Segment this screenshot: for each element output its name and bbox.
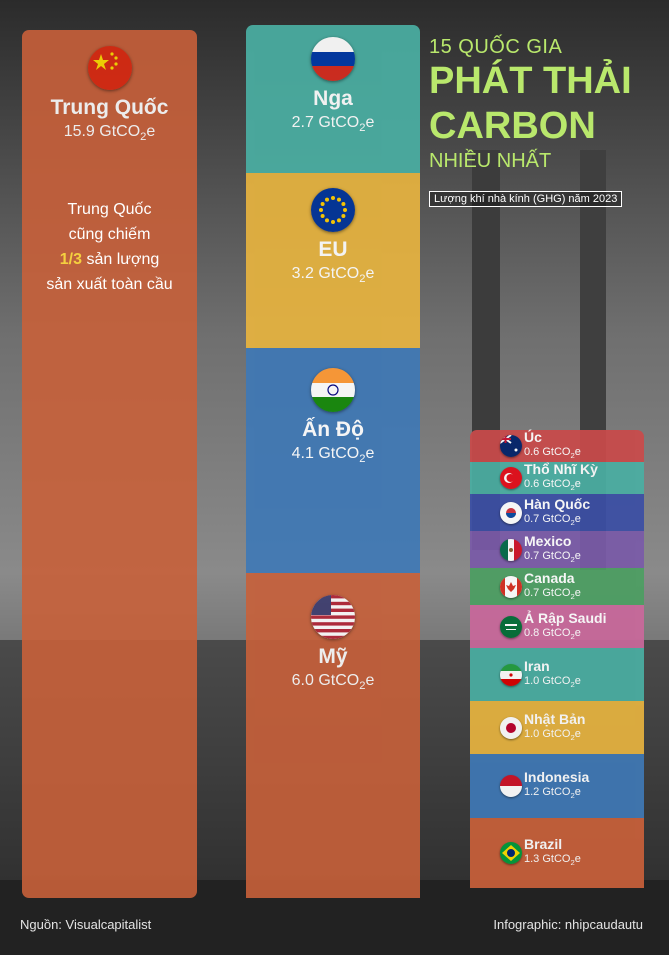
china-note-line-3: 1/3 sản lượng xyxy=(59,251,160,268)
small-country-value: 0.7 GtCO2e xyxy=(524,586,581,601)
small-country-value: 1.0 GtCO2e xyxy=(524,727,581,742)
russia-flag-icon xyxy=(311,37,355,81)
australia-flag-icon xyxy=(500,435,522,457)
eu-flag-icon xyxy=(311,188,355,232)
china-note-line-4: sản xuất toàn cầu xyxy=(46,276,173,293)
title-line-4: NHIỀU NHẤT xyxy=(429,150,552,172)
chart-subtitle: Lượng khí nhà kính (GHG) năm 2023 xyxy=(429,191,623,207)
usa-label: Mỹ 6.0 GtCO2e xyxy=(246,595,420,692)
title-line-3: CARBON xyxy=(429,105,596,147)
small-country-value: 0.8 GtCO2e xyxy=(524,626,581,641)
bar-usa: Mỹ 6.0 GtCO2e xyxy=(246,573,420,898)
russia-value: 2.7 GtCO2e xyxy=(291,114,375,135)
eu-label: EU 3.2 GtCO2e xyxy=(246,188,420,285)
canada-flag-icon xyxy=(500,575,522,598)
bar-australia: Úc 0.6 GtCO2e xyxy=(470,429,644,462)
china-note: Trung Quốc cũng chiếm 1/3 sản lượng sản … xyxy=(22,197,197,297)
small-country-value: 0.6 GtCO2e xyxy=(524,478,581,493)
small-country-value: 1.2 GtCO2e xyxy=(524,786,581,801)
bar-korea: Hàn Quốc 0.7 GtCO2e xyxy=(470,494,644,531)
bar-mexico: Mexico 0.7 GtCO2e xyxy=(470,531,644,568)
bar-india: Ấn Độ 4.1 GtCO2e xyxy=(246,348,420,573)
small-country-name: Iran xyxy=(524,657,550,674)
bar-russia: Nga 2.7 GtCO2e xyxy=(246,25,420,173)
china-note-highlight: 1/3 xyxy=(59,251,82,268)
bar-japan: Nhật Bản 1.0 GtCO2e xyxy=(470,701,644,754)
title-line-1: 15 QUỐC GIA xyxy=(429,36,563,58)
eu-value: 3.2 GtCO2e xyxy=(291,265,375,286)
bar-indonesia: Indonesia 1.2 GtCO2e xyxy=(470,754,644,818)
japan-flag-icon xyxy=(500,716,522,739)
credit-text: Infographic: nhipcaudautu xyxy=(493,917,643,932)
turkey-flag-icon xyxy=(500,467,522,489)
india-label: Ấn Độ 4.1 GtCO2e xyxy=(246,368,420,465)
china-note-line-2: cũng chiếm xyxy=(68,226,151,243)
bar-canada: Canada 0.7 GtCO2e xyxy=(470,568,644,605)
russia-name: Nga xyxy=(313,87,353,110)
bar-iran: Iran 1.0 GtCO2e xyxy=(470,648,644,701)
bar-turkey: Thổ Nhĩ Kỳ 0.6 GtCO2e xyxy=(470,461,644,494)
bar-saudi: Ả Rập Saudi 0.8 GtCO2e xyxy=(470,605,644,648)
china-flag-icon xyxy=(87,46,132,90)
small-country-value: 0.7 GtCO2e xyxy=(524,512,581,527)
small-country-name: Thổ Nhĩ Kỳ xyxy=(524,461,598,477)
small-countries-stack: Úc 0.6 GtCO2e Thổ Nhĩ Kỳ 0.6 GtCO2e Hàn Quốc… xyxy=(470,429,644,888)
bar-china: Trung Quốc 15.9 GtCO2e xyxy=(22,30,197,898)
bar-eu: EU 3.2 GtCO2e xyxy=(246,173,420,348)
bar-brazil: Brazil 1.3 GtCO2e xyxy=(470,818,644,888)
small-country-value: 1.3 GtCO2e xyxy=(524,853,581,868)
usa-name: Mỹ xyxy=(318,645,348,668)
indonesia-flag-icon xyxy=(500,775,522,797)
small-country-name: Úc xyxy=(524,429,542,445)
small-country-name: Canada xyxy=(524,569,575,586)
china-name: Trung Quốc xyxy=(50,96,169,119)
korea-flag-icon xyxy=(500,501,522,524)
small-country-value: 0.6 GtCO2e xyxy=(524,446,581,461)
title-line-2: PHÁT THẢI xyxy=(429,60,632,102)
iran-flag-icon xyxy=(500,663,522,686)
china-value: 15.9 GtCO2e xyxy=(63,123,156,144)
small-country-name: Ả Rập Saudi xyxy=(524,609,607,626)
eu-name: EU xyxy=(318,238,348,261)
china-note-line-1: Trung Quốc xyxy=(67,201,152,218)
small-country-name: Hàn Quốc xyxy=(524,495,591,512)
saudi-flag-icon xyxy=(500,615,522,638)
small-country-name: Brazil xyxy=(524,836,563,852)
brazil-flag-icon xyxy=(500,842,522,864)
russia-label: Nga 2.7 GtCO2e xyxy=(246,37,420,134)
source-text: Nguồn: Visualcapitalist xyxy=(20,917,152,932)
mexico-flag-icon xyxy=(500,538,522,561)
india-flag-icon xyxy=(311,368,355,412)
china-label: Trung Quốc 15.9 GtCO2e xyxy=(22,46,197,143)
usa-flag-icon xyxy=(311,595,355,639)
india-name: Ấn Độ xyxy=(302,418,364,441)
small-country-value: 0.7 GtCO2e xyxy=(524,549,581,564)
small-country-name: Mexico xyxy=(524,532,572,549)
small-country-name: Nhật Bản xyxy=(524,710,586,727)
india-value: 4.1 GtCO2e xyxy=(291,445,375,466)
small-country-value: 1.0 GtCO2e xyxy=(524,674,581,689)
small-country-name: Indonesia xyxy=(524,769,590,785)
usa-value: 6.0 GtCO2e xyxy=(291,672,375,693)
